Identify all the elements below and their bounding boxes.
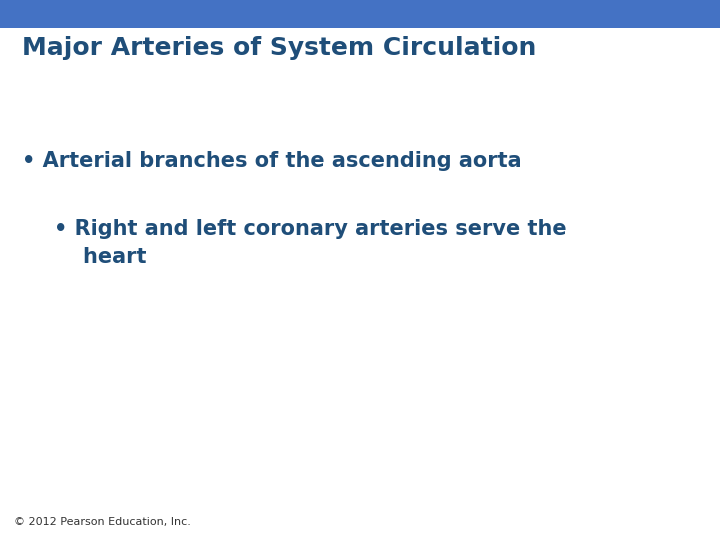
Text: • Right and left coronary arteries serve the
    heart: • Right and left coronary arteries serve… [54,219,567,267]
Text: Major Arteries of System Circulation: Major Arteries of System Circulation [22,36,536,60]
Bar [0,0,720,28]
Text: • Arterial branches of the ascending aorta: • Arterial branches of the ascending aor… [22,151,521,171]
Text: © 2012 Pearson Education, Inc.: © 2012 Pearson Education, Inc. [14,516,192,526]
